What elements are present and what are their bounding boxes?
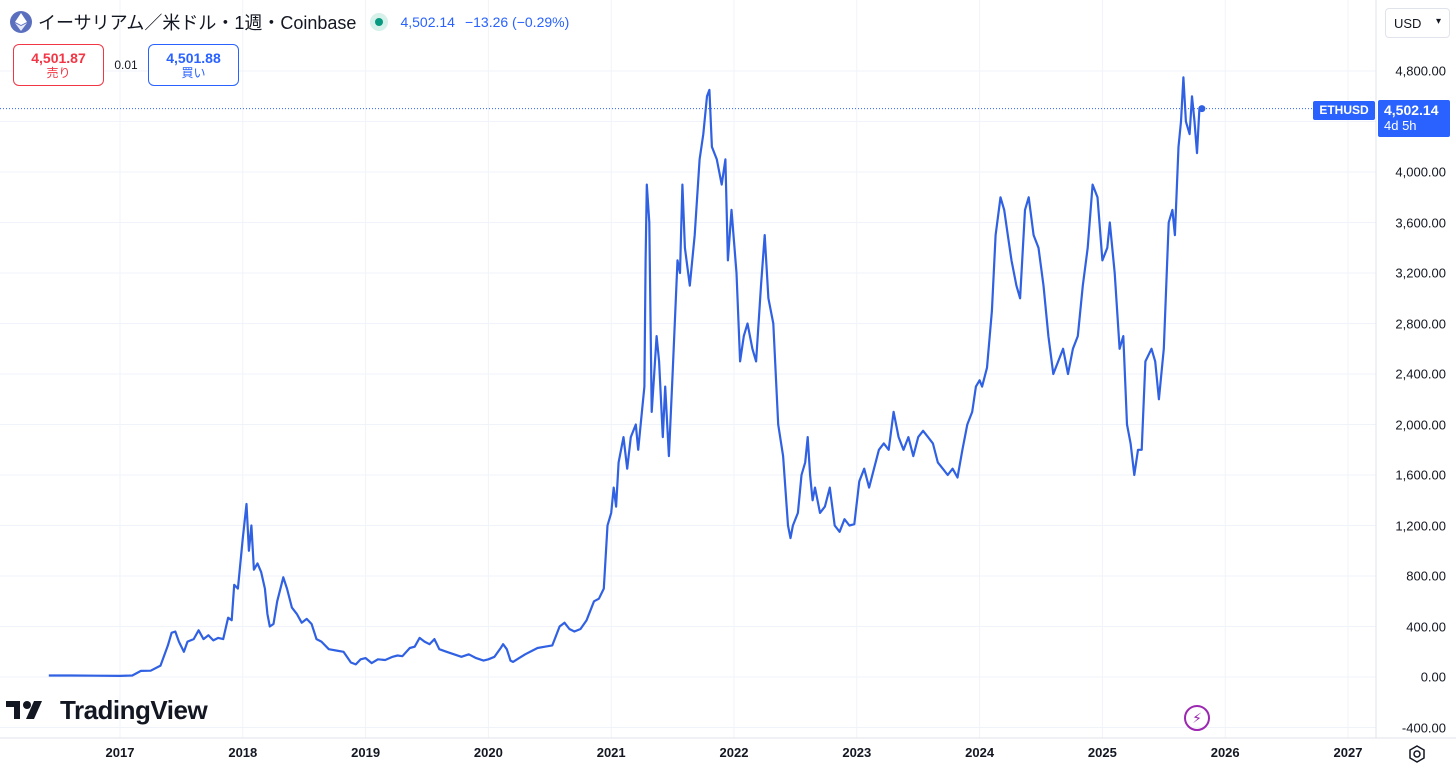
y-tick-label: 2,000.00: [1395, 417, 1446, 432]
last-price-dot: [1198, 105, 1206, 113]
y-tick-label: 1,200.00: [1395, 518, 1446, 533]
symbol-title[interactable]: イーサリアム／米ドル・1週・Coinbase: [38, 13, 357, 33]
y-tick-label: 3,200.00: [1395, 265, 1446, 281]
y-tick-label: -400.00: [1401, 720, 1446, 735]
x-tick-label: 2020: [473, 745, 503, 760]
buy-price: 4,501.88: [166, 50, 221, 66]
currency-select[interactable]: USD ▾: [1385, 8, 1450, 38]
last-price-value: 4,502.14: [1384, 102, 1439, 118]
x-tick-label: 2026: [1210, 745, 1240, 760]
last-price-tag: 4,502.14 4d 5h: [1378, 100, 1450, 137]
flash-icon[interactable]: ⚡: [1184, 705, 1210, 731]
x-tick-label: 2018: [228, 745, 258, 760]
tradingview-brand: TradingView: [60, 694, 208, 725]
tradingview-logo[interactable]: TradingView: [4, 694, 208, 725]
chevron-down-icon: ▾: [1435, 16, 1441, 27]
y-tick-label: 400.00: [1406, 619, 1446, 634]
symbol-tag: ETHUSD: [1313, 101, 1375, 120]
chart-grid: [0, 0, 1376, 738]
y-tick-label: 4,000.00: [1395, 164, 1446, 180]
x-tick-label: 2024: [965, 745, 995, 760]
currency-value: USD: [1394, 15, 1422, 31]
x-tick-label: 2023: [842, 745, 872, 760]
series-line-ethusd: [48, 76, 1203, 678]
y-tick-label: 3,600.00: [1395, 215, 1446, 230]
header-price: 4,502.14: [400, 14, 455, 30]
bar-countdown: 4d 5h: [1384, 118, 1417, 133]
x-tick-label: 2017: [105, 745, 135, 760]
buy-button[interactable]: 4,501.88 買い: [148, 44, 239, 86]
live-status-icon: [370, 13, 389, 31]
x-tick-label: 2021: [596, 745, 626, 760]
tradingview-logo-icon: [6, 701, 42, 719]
y-tick-label: 0.00: [1420, 669, 1446, 685]
y-tick-label: 1,600.00: [1395, 467, 1446, 483]
settings-gear-icon[interactable]: [1406, 743, 1428, 765]
buy-label: 買い: [181, 66, 206, 80]
ethereum-logo-icon: [10, 11, 32, 33]
x-tick-label: 2022: [719, 745, 749, 760]
header-change: −13.26 (−0.29%): [464, 14, 570, 30]
sell-button[interactable]: 4,501.87 売り: [13, 44, 104, 86]
y-tick-label: 800.00: [1406, 568, 1446, 584]
sell-price: 4,501.87: [31, 50, 86, 66]
y-tick-label: 2,400.00: [1395, 366, 1446, 382]
x-tick-label: 2027: [1333, 745, 1363, 760]
y-tick-label: 2,800.00: [1395, 316, 1446, 331]
x-tick-label: 2025: [1087, 745, 1117, 760]
y-tick-label: 4,800.00: [1395, 63, 1446, 79]
x-tick-label: 2019: [351, 745, 381, 760]
sell-label: 売り: [46, 66, 71, 80]
spread-value: 0.01: [114, 58, 138, 72]
trade-panel: 4,501.87 売り 0.01 4,501.88 買い: [13, 44, 239, 86]
chart-header: イーサリアム／米ドル・1週・Coinbase 4,502.14 −13.26 (…: [10, 8, 569, 36]
